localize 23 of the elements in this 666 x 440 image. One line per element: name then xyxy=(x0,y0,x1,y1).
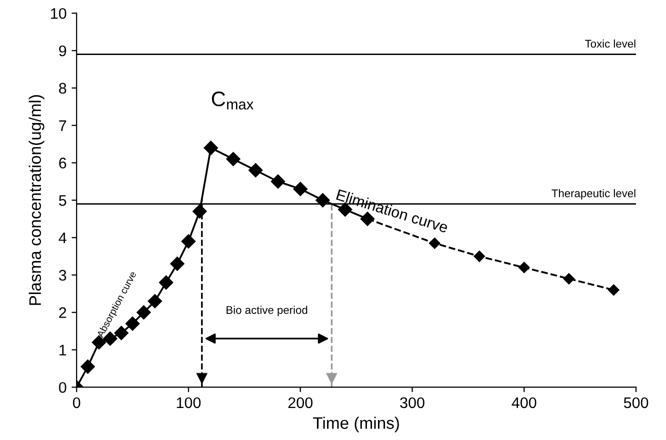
x-tick-label: 200 xyxy=(288,397,313,408)
y-tick-label: 1 xyxy=(60,344,66,356)
ref-line-label: Toxic level xyxy=(585,39,636,48)
x-tick-label: 0 xyxy=(72,397,80,408)
x-tick-label: 500 xyxy=(624,397,648,408)
x-tick-label: 400 xyxy=(512,397,536,408)
y-tick-label: 5 xyxy=(58,195,66,206)
y-tick-label: 7 xyxy=(59,120,66,131)
annotation: C$_{max}$ xyxy=(212,92,254,110)
y-tick-label: 6 xyxy=(59,158,66,168)
y-tick-label: 0 xyxy=(58,382,66,393)
ref-line-label: Therapeutic level xyxy=(552,189,636,200)
y-axis-title: Plasma concentration(ug/ml) xyxy=(28,95,44,305)
x-axis-title: Time (mins) xyxy=(313,416,399,432)
x-tick-label: 300 xyxy=(400,397,424,408)
y-tick-label: 8 xyxy=(59,82,66,94)
annotation: Bio active period xyxy=(226,306,308,316)
y-tick-label: 3 xyxy=(58,270,66,281)
x-tick-label: 100 xyxy=(176,397,201,408)
y-tick-label: 9 xyxy=(59,45,66,56)
y-tick-label: 2 xyxy=(59,307,66,318)
y-tick-label: 4 xyxy=(58,232,66,244)
y-tick-label: 10 xyxy=(51,8,66,19)
